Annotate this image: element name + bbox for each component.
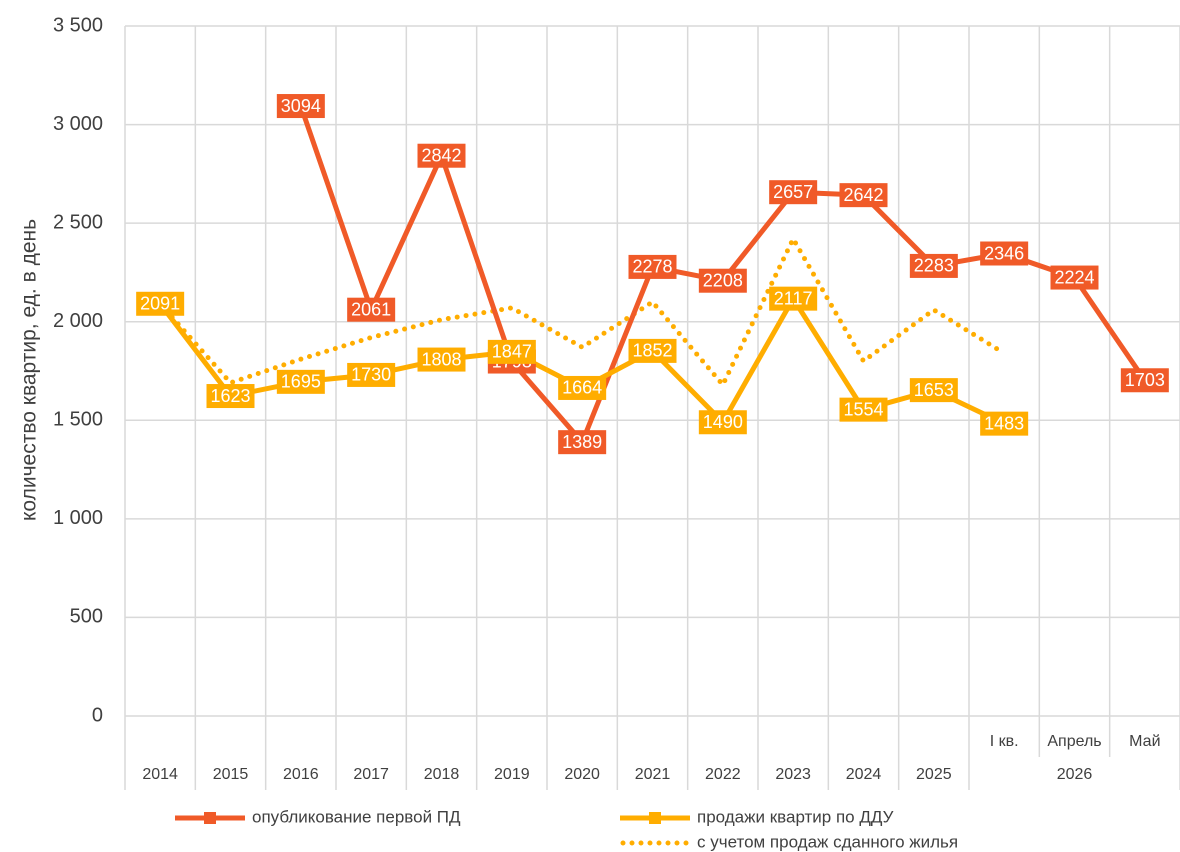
y-axis-title: количество квартир, ед. в день <box>18 219 41 521</box>
data-label-box <box>839 183 888 208</box>
data-label-box <box>347 362 396 387</box>
series-line <box>157 236 1007 388</box>
y-tick-label: 2 500 <box>53 211 103 233</box>
data-label: 2117 <box>774 288 813 308</box>
legend-item: с учетом продаж сданного жилья <box>620 832 958 851</box>
data-label-box <box>347 297 396 322</box>
data-label: 1847 <box>492 342 532 362</box>
data-label: 1703 <box>1125 370 1165 390</box>
data-label-box <box>839 397 888 422</box>
data-label-box <box>417 347 466 372</box>
x-tick-label: 2020 <box>564 766 600 783</box>
data-label-box <box>698 410 747 435</box>
data-label-box <box>417 143 466 168</box>
y-tick-label: 3 000 <box>53 113 103 135</box>
data-label: 2278 <box>632 257 672 277</box>
x-tick-label: 2014 <box>142 766 178 783</box>
legend-label: опубликование первой ПД <box>252 807 461 826</box>
data-label-box <box>276 369 325 394</box>
x-tick-label: 2016 <box>283 766 319 783</box>
data-label-box <box>980 411 1029 436</box>
data-label: 1664 <box>562 378 602 398</box>
legend-label: продажи квартир по ДДУ <box>697 807 894 826</box>
x-tick-label: I кв. <box>990 733 1019 750</box>
data-label: 1653 <box>914 380 954 400</box>
data-label: 2091 <box>140 294 180 314</box>
data-label: 1852 <box>632 341 672 361</box>
x-tick-label: 2015 <box>213 766 249 783</box>
y-tick-label: 1 500 <box>53 409 103 431</box>
data-label: 1483 <box>984 413 1024 433</box>
data-label-box <box>206 384 255 409</box>
y-tick-label: 500 <box>70 606 103 628</box>
data-label: 2208 <box>703 270 743 290</box>
data-label: 2642 <box>843 185 883 205</box>
data-label: 2061 <box>351 299 391 319</box>
data-label: 2657 <box>773 182 813 202</box>
data-label-box <box>628 338 677 363</box>
data-label-box <box>276 94 325 119</box>
data-label-box <box>487 339 536 364</box>
x-group-label: 2026 <box>1057 766 1093 783</box>
x-tick-label: 2019 <box>494 766 530 783</box>
data-label: 1389 <box>562 432 602 452</box>
data-label-box <box>628 254 677 279</box>
data-label: 1490 <box>703 412 743 432</box>
data-label: 3094 <box>281 96 321 116</box>
legend-item: продажи квартир по ДДУ <box>620 807 894 826</box>
x-tick-label: 2023 <box>775 766 811 783</box>
x-tick-label: 2018 <box>424 766 460 783</box>
data-label-box <box>1050 265 1099 290</box>
data-label-box <box>558 375 607 400</box>
data-label-box <box>909 378 958 403</box>
data-label-box <box>769 180 818 205</box>
legend-marker <box>649 812 661 824</box>
legend-marker <box>204 812 216 824</box>
x-tick-label: 2025 <box>916 766 952 783</box>
data-label-box <box>769 286 818 311</box>
data-label: 2842 <box>421 145 461 165</box>
data-label-box <box>136 291 185 316</box>
x-tick-label: 2021 <box>635 766 671 783</box>
data-label-box <box>980 241 1029 266</box>
data-label-box <box>1120 368 1169 393</box>
data-label: 1554 <box>843 399 883 419</box>
data-label: 2283 <box>914 256 954 276</box>
data-label: 1730 <box>351 365 391 385</box>
x-tick-label: Май <box>1129 733 1160 750</box>
x-tick-label: Апрель <box>1047 733 1101 750</box>
y-tick-label: 3 500 <box>53 14 103 36</box>
legend-label: с учетом продаж сданного жилья <box>697 832 958 851</box>
data-label: 1808 <box>421 349 461 369</box>
data-label-box <box>558 430 607 455</box>
y-tick-label: 1 000 <box>53 507 103 529</box>
x-tick-label: 2017 <box>353 766 389 783</box>
data-label: 2224 <box>1054 267 1094 287</box>
data-label: 1623 <box>210 386 250 406</box>
data-label-box <box>698 268 747 293</box>
x-tick-label: 2024 <box>846 766 882 783</box>
y-tick-label: 2 000 <box>53 310 103 332</box>
legend-item: опубликование первой ПД <box>175 807 461 826</box>
data-label-box <box>909 253 958 278</box>
data-label: 1695 <box>281 372 321 392</box>
y-tick-label: 0 <box>92 704 103 726</box>
data-label: 2346 <box>984 243 1024 263</box>
x-tick-label: 2022 <box>705 766 741 783</box>
